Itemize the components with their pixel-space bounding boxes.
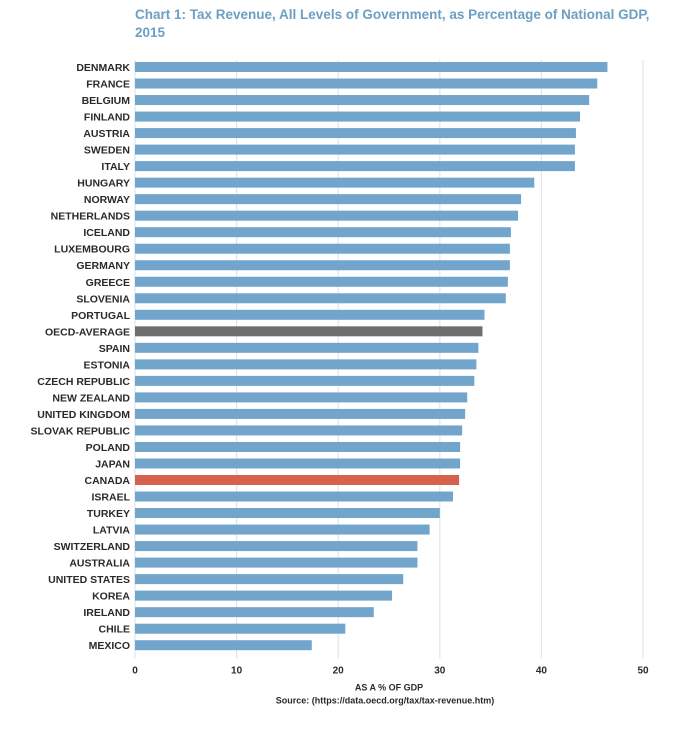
bar-turkey: [135, 508, 440, 519]
category-label: AUSTRALIA: [69, 558, 130, 570]
category-label: CANADA: [85, 475, 131, 487]
source-note: Source: (https://data.oecd.org/tax/tax-r…: [276, 696, 495, 706]
bar-netherlands: [135, 210, 519, 221]
category-label: POLAND: [86, 442, 131, 454]
bar-slovak-republic: [135, 425, 463, 436]
category-label: BELGIUM: [82, 95, 131, 107]
category-label: ICELAND: [83, 227, 130, 239]
bar-oecd-average: [135, 326, 483, 337]
bar-united-kingdom: [135, 408, 466, 419]
category-label: GREECE: [86, 277, 130, 289]
bar-italy: [135, 161, 575, 172]
category-label: ITALY: [101, 161, 130, 173]
category-label: NORWAY: [84, 194, 130, 206]
bar-belgium: [135, 95, 590, 106]
chart-title: Chart 1: Tax Revenue, All Levels of Gove…: [135, 7, 650, 40]
category-label: CZECH REPUBLIC: [37, 376, 130, 388]
bar-greece: [135, 276, 508, 287]
bar-japan: [135, 458, 461, 469]
category-label: SWEDEN: [84, 145, 130, 157]
bar-hungary: [135, 177, 535, 188]
bar-estonia: [135, 359, 477, 370]
bar-poland: [135, 441, 461, 452]
category-label: FINLAND: [84, 112, 130, 124]
bar-norway: [135, 194, 522, 205]
bar-finland: [135, 111, 581, 122]
bar-israel: [135, 491, 454, 502]
x-tick-label: 40: [536, 666, 548, 677]
bar-latvia: [135, 524, 430, 535]
bar-korea: [135, 590, 393, 601]
category-label: NETHERLANDS: [51, 211, 130, 223]
category-label: UNITED STATES: [48, 574, 130, 586]
bar-united-states: [135, 574, 404, 585]
category-label: SLOVENIA: [76, 293, 130, 305]
category-label: UNITED KINGDOM: [37, 409, 130, 421]
bar-germany: [135, 260, 510, 271]
bar-portugal: [135, 309, 485, 320]
bar-switzerland: [135, 541, 418, 552]
x-tick-label: 10: [231, 666, 243, 677]
category-label: HUNGARY: [77, 178, 130, 190]
category-label: LATVIA: [93, 525, 131, 537]
category-label: SLOVAK REPUBLIC: [30, 425, 130, 437]
category-label: DENMARK: [76, 62, 130, 74]
category-label: SPAIN: [99, 343, 130, 355]
x-axis-label: AS A % OF GDP: [355, 683, 423, 693]
category-label: KOREA: [92, 591, 130, 603]
bar-ireland: [135, 607, 374, 618]
x-tick-label: 0: [132, 666, 138, 677]
category-label: GERMANY: [76, 260, 130, 272]
bar-iceland: [135, 227, 511, 238]
bar-sweden: [135, 144, 575, 155]
bar-austria: [135, 128, 576, 139]
bar-luxembourg: [135, 243, 510, 254]
category-label: TURKEY: [87, 508, 130, 520]
category-label: SWITZERLAND: [54, 541, 131, 553]
category-label: IRELAND: [83, 607, 130, 619]
bar-australia: [135, 557, 418, 568]
category-label: NEW ZEALAND: [52, 392, 130, 404]
category-label: AUSTRIA: [83, 128, 130, 140]
bar-czech-republic: [135, 375, 475, 386]
bar-chile: [135, 623, 346, 634]
category-label: CHILE: [99, 624, 131, 636]
x-tick-label: 20: [333, 666, 345, 677]
category-label: LUXEMBOURG: [54, 244, 130, 256]
bar-france: [135, 78, 598, 89]
category-label: MEXICO: [89, 640, 130, 652]
category-label: ESTONIA: [84, 359, 131, 371]
category-label: PORTUGAL: [71, 310, 131, 322]
x-tick-label: 50: [637, 666, 649, 677]
bar-denmark: [135, 62, 608, 72]
bar-slovenia: [135, 293, 506, 304]
bar-spain: [135, 342, 479, 353]
category-label: OECD-AVERAGE: [45, 326, 130, 338]
category-label: FRANCE: [86, 79, 130, 91]
x-tick-label: 30: [434, 666, 446, 677]
bar-new-zealand: [135, 392, 468, 403]
category-label: ISRAEL: [91, 492, 130, 504]
bar-canada: [135, 475, 460, 485]
category-label: JAPAN: [95, 458, 130, 470]
bar-mexico: [135, 640, 312, 651]
